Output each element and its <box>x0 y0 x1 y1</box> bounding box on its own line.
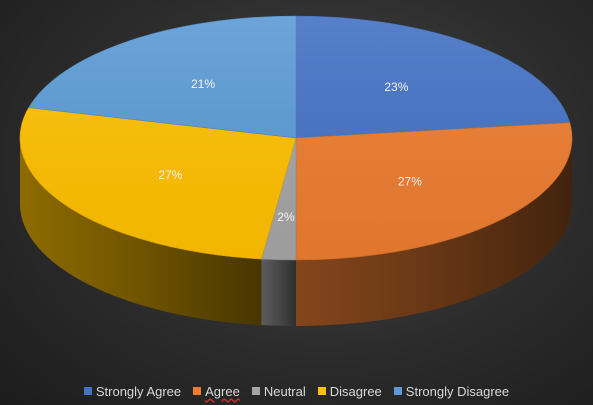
side-shade <box>20 138 262 326</box>
data-label-agree: 27% <box>398 175 422 189</box>
pie-top <box>19 15 573 261</box>
legend-item-strongly-disagree: Strongly Disagree <box>393 383 510 399</box>
legend-swatch <box>393 387 402 395</box>
pie-top-shine <box>20 16 572 260</box>
side-shade <box>261 259 296 326</box>
pie-sides <box>20 138 572 326</box>
legend-label: Disagree <box>329 383 382 399</box>
legend-item-neutral: Neutral <box>251 383 306 399</box>
pie-labels: 23% 27% 2% 27% 21% <box>158 77 422 224</box>
legend-label: Strongly Agree <box>95 383 182 399</box>
legend-swatch <box>317 387 326 395</box>
data-label-neutral: 2% <box>277 210 295 224</box>
data-label-strongly-agree: 23% <box>384 80 408 94</box>
legend-label: Agree <box>205 383 240 399</box>
legend-label: Strongly Disagree <box>405 383 510 399</box>
legend: Strongly Agree Agree Neutral Disagree Strong… <box>0 380 593 402</box>
legend-swatch <box>251 387 260 395</box>
legend-swatch <box>193 387 202 395</box>
legend-item-disagree: Disagree <box>317 383 382 399</box>
legend-swatch <box>83 387 92 395</box>
legend-item-strongly-agree: Strongly Agree <box>83 383 182 399</box>
data-label-strongly-disagree: 21% <box>191 77 215 91</box>
legend-item-agree: Agree <box>193 384 240 399</box>
side-shade <box>296 138 572 326</box>
legend-label: Neutral <box>263 383 306 399</box>
data-label-disagree: 27% <box>158 168 182 182</box>
